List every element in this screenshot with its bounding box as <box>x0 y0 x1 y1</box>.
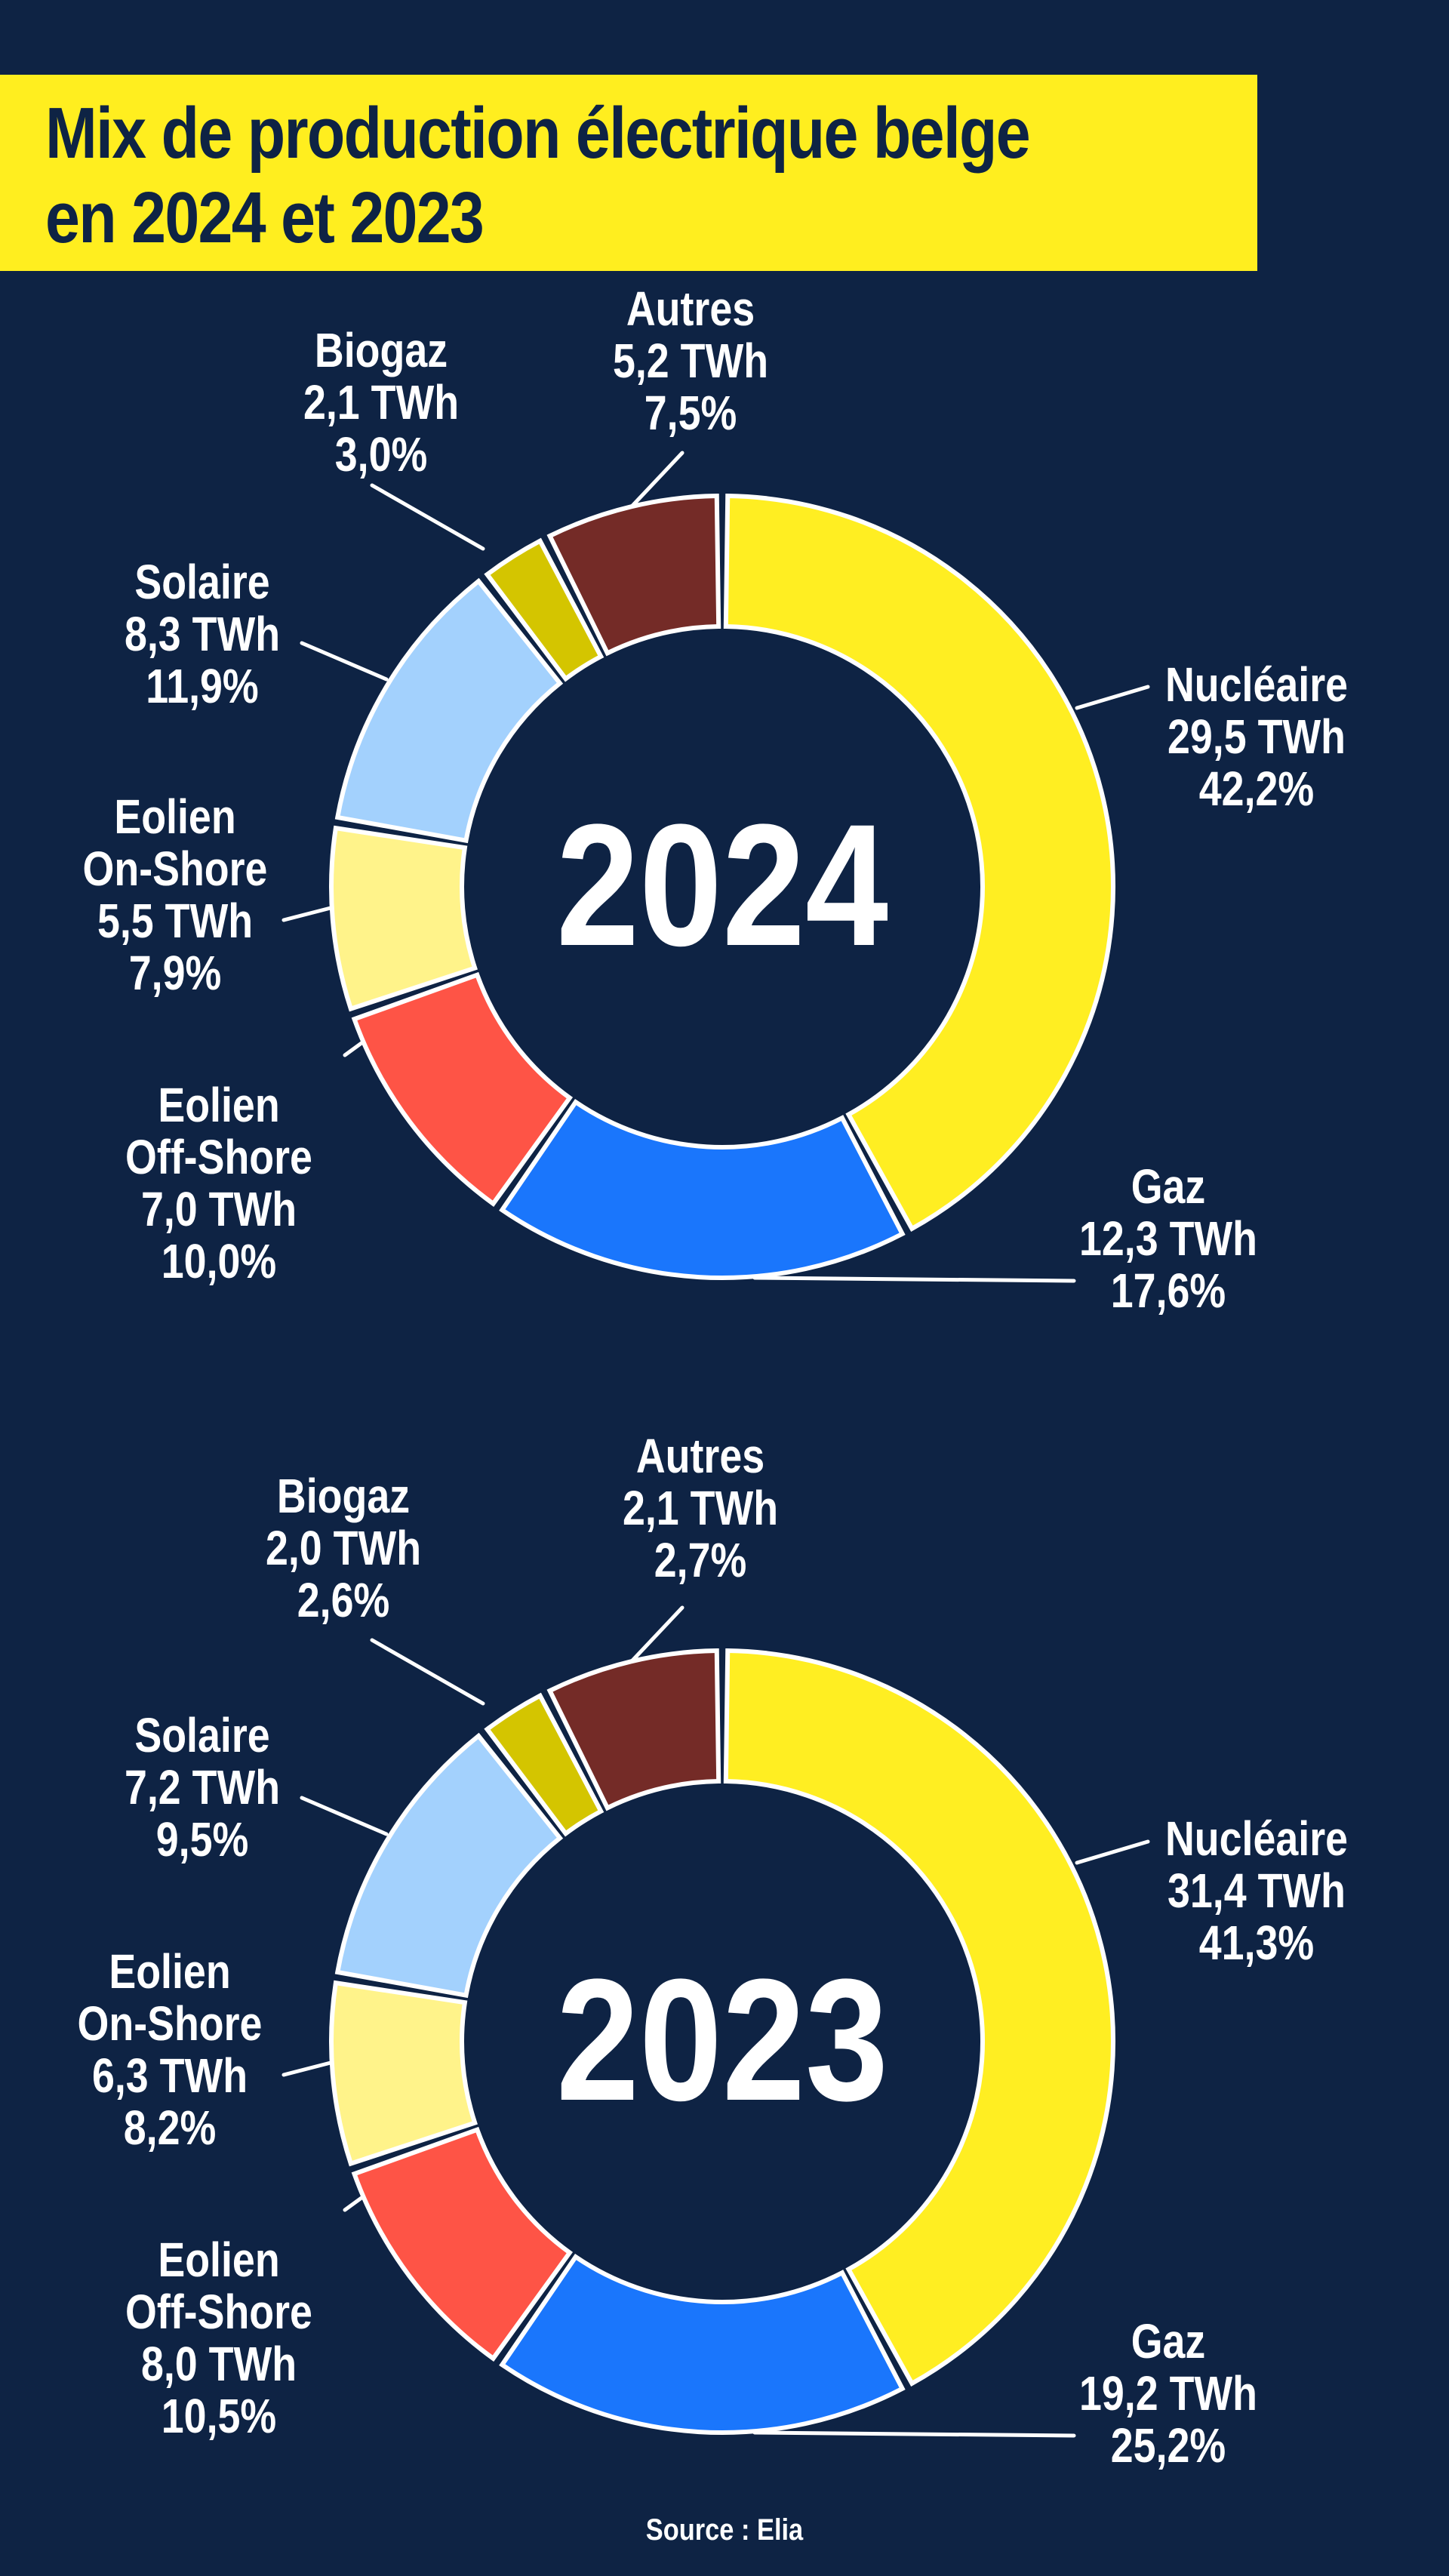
label-value: 6,3 TWh <box>91 2048 248 2103</box>
label-pct: 7,5% <box>644 386 737 440</box>
label-name-2: Off-Shore <box>125 2285 312 2339</box>
year-label-2023: 2023 <box>555 1943 889 2137</box>
leader-line-onshore <box>281 906 333 922</box>
leader-line-biogaz <box>370 1638 485 1706</box>
leader-line-solaire <box>300 641 389 682</box>
label-value: 7,0 TWh <box>140 1182 297 1236</box>
label-nucleaire-2023: Nucléaire 31,4 TWh 41,3% <box>1124 1813 1390 1969</box>
donut-slice-gaz <box>499 2253 906 2435</box>
label-value: 12,3 TWh <box>1079 1211 1257 1266</box>
label-value: 2,0 TWh <box>265 1521 422 1575</box>
label-pct: 7,9% <box>128 946 222 1000</box>
label-name: Biogaz <box>276 1469 411 1523</box>
label-value: 29,5 TWh <box>1168 709 1346 764</box>
label-pct: 17,6% <box>1110 1263 1226 1318</box>
label-autres-2023: Autres 2,1 TWh 2,7% <box>568 1430 834 1587</box>
donut-slice-autres <box>546 1648 721 1811</box>
label-pct: 10,5% <box>161 2389 277 2443</box>
label-value: 5,5 TWh <box>97 894 254 948</box>
year-label-2024: 2024 <box>555 788 889 982</box>
label-gaz-2023: Gaz 19,2 TWh 25,2% <box>1035 2316 1302 2472</box>
label-value: 7,2 TWh <box>124 1760 281 1814</box>
label-value: 2,1 TWh <box>622 1481 779 1535</box>
label-value: 31,4 TWh <box>1168 1864 1346 1918</box>
leader-line-nucleaire <box>1075 685 1150 710</box>
label-name: Autres <box>635 1429 765 1483</box>
donut-chart-2024 <box>281 451 1150 1283</box>
label-biogaz-2023: Biogaz 2,0 TWh 2,6% <box>211 1470 477 1627</box>
label-name: Nucléaire <box>1164 657 1349 712</box>
label-name: Biogaz <box>314 323 448 377</box>
label-pct: 41,3% <box>1198 1916 1315 1970</box>
donut-slice-eolien-on-shore <box>329 1980 478 2167</box>
label-name: Gaz <box>1131 1159 1206 1214</box>
label-pct: 3,0% <box>334 427 428 482</box>
leader-line-autres <box>630 1605 685 1663</box>
label-value: 8,0 TWh <box>140 2337 297 2391</box>
label-biogaz-2024: Biogaz 2,1 TWh 3,0% <box>248 325 515 481</box>
donut-slice-biogaz <box>484 537 605 682</box>
label-value: 8,3 TWh <box>124 607 281 661</box>
leader-line-biogaz <box>370 483 485 551</box>
label-autres-2024: Autres 5,2 TWh 7,5% <box>558 283 824 439</box>
page-title: Mix de production électrique belge en 20… <box>45 91 1031 260</box>
label-name-2: On-Shore <box>82 842 268 896</box>
label-value: 19,2 TWh <box>1079 2366 1257 2421</box>
donut-slice-solaire <box>334 1732 564 1999</box>
label-onshore-2023: Eolien On-Shore 6,3 TWh 8,2% <box>37 1946 303 2154</box>
label-pct: 42,2% <box>1198 762 1315 816</box>
leader-line-onshore <box>281 2060 333 2077</box>
label-name: Eolien <box>114 789 236 844</box>
leader-line-gaz <box>752 2430 1076 2438</box>
label-onshore-2024: Eolien On-Shore 5,5 TWh 7,9% <box>42 791 309 999</box>
label-pct: 2,6% <box>297 1573 390 1627</box>
label-name: Eolien <box>158 1078 280 1132</box>
label-nucleaire-2024: Nucléaire 29,5 TWh 42,2% <box>1124 659 1390 815</box>
label-name: Eolien <box>158 2233 280 2287</box>
leader-line-solaire <box>300 1796 389 1836</box>
label-pct: 2,7% <box>654 1533 747 1587</box>
label-offshore-2023: Eolien Off-Shore 8,0 TWh 10,5% <box>86 2234 352 2442</box>
label-offshore-2024: Eolien Off-Shore 7,0 TWh 10,0% <box>86 1079 352 1288</box>
label-name-2: Off-Shore <box>125 1130 312 1184</box>
label-pct: 11,9% <box>146 659 259 713</box>
label-pct: 8,2% <box>123 2101 217 2155</box>
donut-slice-gaz <box>499 1098 906 1280</box>
label-solaire-2023: Solaire 7,2 TWh 9,5% <box>69 1710 336 1866</box>
source-credit: Source : Elia <box>645 2513 804 2547</box>
leader-line-nucleaire <box>1075 1839 1150 1865</box>
donut-chart-2023 <box>281 1605 1150 2438</box>
label-gaz-2024: Gaz 12,3 TWh 17,6% <box>1035 1161 1302 1317</box>
label-name: Solaire <box>134 1708 270 1762</box>
label-name: Gaz <box>1131 2314 1206 2368</box>
donut-slice-nucl-aire <box>723 1648 1115 2387</box>
label-name: Nucléaire <box>1164 1811 1349 1866</box>
donut-slice-autres <box>546 494 721 657</box>
title-line-1: Mix de production électrique belge <box>45 93 1031 174</box>
donut-slice-biogaz <box>484 1692 605 1837</box>
donut-slice-nucl-aire <box>723 494 1115 1232</box>
label-name: Autres <box>626 282 755 336</box>
label-solaire-2024: Solaire 8,3 TWh 11,9% <box>69 556 336 712</box>
label-pct: 9,5% <box>155 1812 249 1867</box>
label-pct: 10,0% <box>161 1234 277 1288</box>
donut-slice-eolien-off-shore <box>351 2126 574 2362</box>
donut-slice-eolien-off-shore <box>351 971 574 1207</box>
label-pct: 25,2% <box>1110 2418 1226 2473</box>
donut-slice-solaire <box>334 577 564 844</box>
leader-line-autres <box>630 451 685 508</box>
label-name-2: On-Shore <box>77 1996 263 2051</box>
label-name: Solaire <box>134 555 270 609</box>
label-value: 5,2 TWh <box>612 334 769 388</box>
label-value: 2,1 TWh <box>303 375 460 429</box>
title-line-2: en 2024 et 2023 <box>45 177 485 258</box>
label-name: Eolien <box>109 1944 231 1999</box>
leader-line-gaz <box>752 1276 1076 1283</box>
title-banner: Mix de production électrique belge en 20… <box>0 75 1257 271</box>
donut-slice-eolien-on-shore <box>329 825 478 1012</box>
